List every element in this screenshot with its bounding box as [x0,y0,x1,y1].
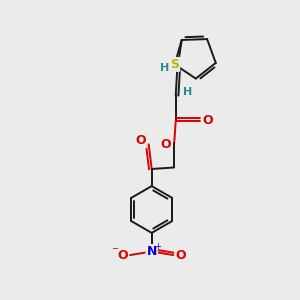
Text: H: H [183,87,192,97]
Text: S: S [170,58,179,71]
Text: −: − [111,244,118,253]
Text: N: N [146,245,157,258]
Text: O: O [176,249,186,262]
Text: +: + [154,242,160,250]
Text: O: O [202,115,212,128]
Text: H: H [160,64,169,74]
Text: O: O [160,138,171,151]
Text: O: O [135,134,146,147]
Text: O: O [117,249,128,262]
